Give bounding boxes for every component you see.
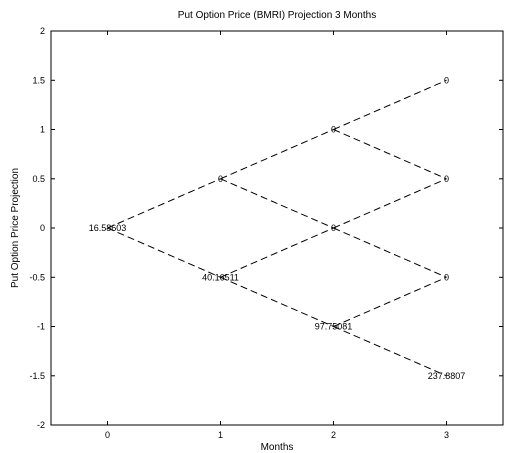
tree-edge-2 xyxy=(220,129,334,180)
node-label-6: 0 xyxy=(444,75,449,85)
tree-edge-5 xyxy=(220,276,334,327)
tree-edge-0 xyxy=(107,178,221,229)
node-label-7: 0 xyxy=(444,174,449,184)
y-axis-label: Put Option Price Projection xyxy=(10,168,21,288)
tree-edge-3 xyxy=(220,178,334,229)
tree-edge-9 xyxy=(333,227,447,278)
node-label-3: 0 xyxy=(331,125,336,135)
node-label-0: 16.58603 xyxy=(89,223,127,233)
node-label-8: 0 xyxy=(444,272,449,282)
y-tick-label-4: 0 xyxy=(40,223,45,233)
x-tick-label-3: 3 xyxy=(444,430,449,440)
tree-edge-11 xyxy=(333,326,447,377)
tree-edges xyxy=(107,79,447,377)
y-tick-label-3: -0.5 xyxy=(29,272,45,282)
tree-edge-4 xyxy=(220,227,334,278)
node-labels: 16.58603 0 40.16511 0 0 97.75081 0 0 0 237.8807 xyxy=(89,75,466,381)
x-tick-label-2: 2 xyxy=(331,430,336,440)
node-label-4: 0 xyxy=(331,223,336,233)
plot-area-frame xyxy=(50,30,504,426)
y-tick-label-1: -1.5 xyxy=(29,371,45,381)
y-tick-label-8: 2 xyxy=(40,26,45,36)
y-axis-ticks: -2 -1.5 -1 -0.5 0 0.5 1 1.5 2 xyxy=(29,26,503,430)
y-tick-label-0: -2 xyxy=(37,420,45,430)
x-axis-ticks: 0 1 2 3 xyxy=(105,31,449,440)
tree-edge-6 xyxy=(333,79,447,130)
y-tick-label-7: 1.5 xyxy=(32,75,45,85)
tree-edge-8 xyxy=(333,178,447,229)
tree-edge-7 xyxy=(333,129,447,180)
node-label-2: 40.16511 xyxy=(202,272,239,282)
tree-edge-10 xyxy=(333,276,447,327)
y-tick-label-6: 1 xyxy=(40,125,45,135)
y-tick-label-5: 0.5 xyxy=(32,174,45,184)
node-label-1: 0 xyxy=(218,174,223,184)
node-label-5: 97.75081 xyxy=(315,322,353,332)
chart-title: Put Option Price (BMRI) Projection 3 Mon… xyxy=(178,10,376,21)
tree-edge-1 xyxy=(107,227,221,278)
x-tick-label-1: 1 xyxy=(218,430,223,440)
x-axis-label: Months xyxy=(261,442,294,453)
node-label-9: 237.8807 xyxy=(428,371,466,381)
x-tick-label-0: 0 xyxy=(105,430,110,440)
y-tick-label-2: -1 xyxy=(37,322,45,332)
